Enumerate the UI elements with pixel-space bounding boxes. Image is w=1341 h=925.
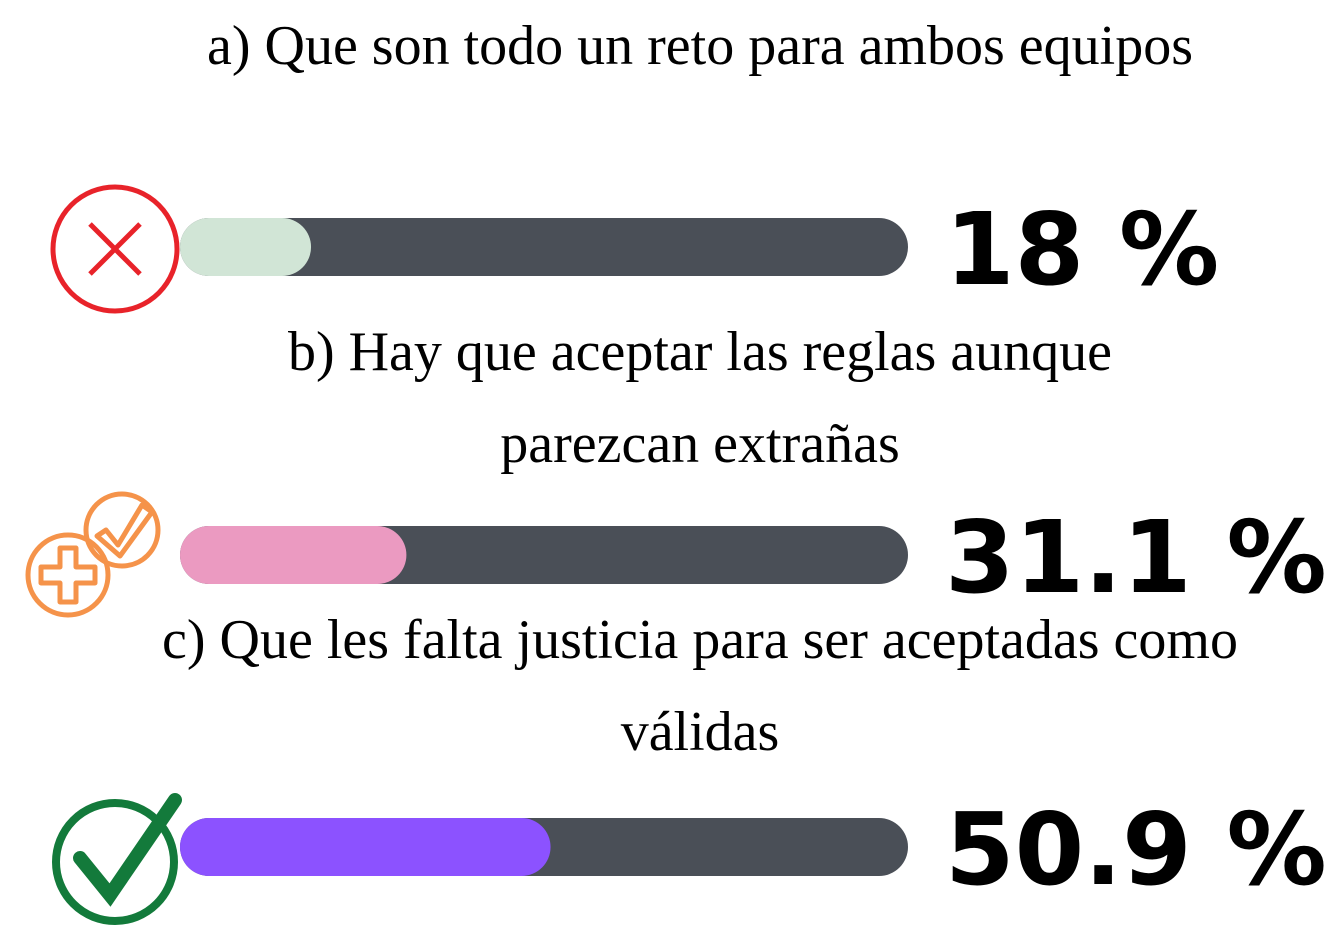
icon-wrong xyxy=(50,184,180,314)
question: c) Que les falta justicia para ser acept… xyxy=(162,609,1238,763)
question: b) Hay que aceptar las reglas aunque par… xyxy=(287,321,1113,475)
question: a) Que son todo un reto para ambos equip… xyxy=(207,15,1193,77)
bar xyxy=(180,218,312,276)
bar-track xyxy=(180,218,908,276)
bar xyxy=(180,818,551,876)
bar xyxy=(180,526,407,584)
icon-mixed xyxy=(25,491,161,618)
value-label: 31.1 % xyxy=(945,499,1327,616)
value-label: 50.9 % xyxy=(945,791,1327,908)
value-label: 18 % xyxy=(945,191,1219,308)
icon-correct xyxy=(52,793,182,925)
